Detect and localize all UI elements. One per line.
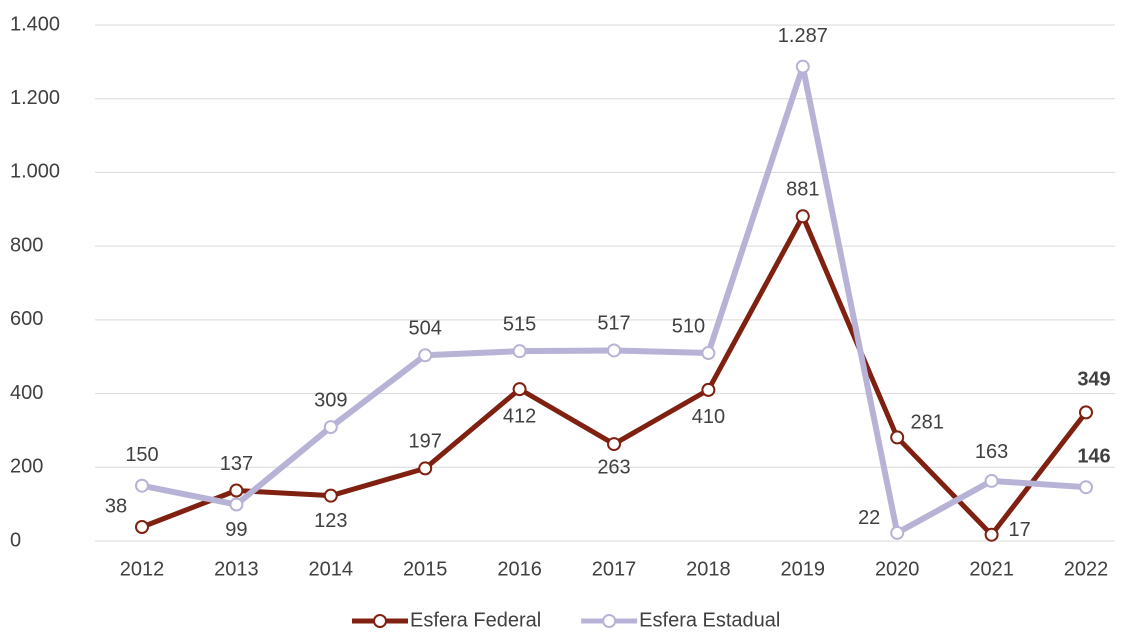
- x-tick-label: 2015: [403, 558, 448, 580]
- x-tick-label: 2016: [497, 558, 542, 580]
- data-label: 510: [672, 315, 705, 337]
- point-marker: [1079, 480, 1093, 495]
- series-line: [141, 213, 1088, 538]
- point-marker: [890, 430, 905, 445]
- data-label: 137: [220, 453, 253, 475]
- data-label: 881: [786, 179, 819, 201]
- y-tick-label: 800: [10, 234, 43, 256]
- data-label: 99: [225, 519, 247, 541]
- x-tick-label: 2020: [875, 558, 920, 580]
- x-tick-label: 2021: [969, 558, 1014, 580]
- x-tick-label: 2017: [592, 558, 637, 580]
- x-tick-label: 2022: [1064, 558, 1109, 580]
- point-marker: [135, 478, 149, 493]
- x-tick-label: 2013: [214, 558, 259, 580]
- point-marker: [701, 382, 716, 397]
- data-label: 309: [314, 389, 347, 411]
- data-label: 163: [975, 441, 1008, 463]
- legend-label: Esfera Federal: [410, 609, 541, 631]
- data-label: 197: [409, 431, 442, 453]
- data-label: 517: [597, 313, 630, 335]
- point-marker: [607, 343, 621, 358]
- point-marker: [512, 382, 527, 397]
- y-tick-label: 200: [10, 456, 43, 478]
- data-label: 349: [1077, 369, 1110, 391]
- data-label: 150: [125, 444, 158, 466]
- point-marker: [890, 525, 905, 540]
- data-label: 146: [1077, 445, 1110, 467]
- point-marker: [418, 348, 433, 363]
- point-marker: [323, 488, 338, 503]
- legend-marker: [373, 614, 387, 628]
- data-label: 123: [314, 510, 347, 532]
- point-marker: [229, 483, 244, 498]
- x-tick-label: 2014: [309, 558, 354, 580]
- y-tick-label: 1.000: [10, 161, 60, 183]
- point-marker: [607, 437, 621, 452]
- data-label: 1.287: [778, 25, 828, 47]
- point-marker: [984, 527, 999, 542]
- data-label: 38: [105, 495, 127, 517]
- x-tick-label: 2019: [781, 558, 826, 580]
- data-label: 515: [503, 313, 536, 335]
- data-label: 17: [1008, 519, 1030, 541]
- point-marker: [795, 209, 810, 224]
- y-tick-label: 600: [10, 308, 43, 330]
- x-tick-label: 2012: [120, 558, 165, 580]
- data-label: 22: [858, 507, 880, 529]
- y-tick-label: 400: [10, 382, 43, 404]
- legend-marker: [602, 614, 617, 628]
- point-marker: [418, 461, 433, 476]
- data-label: 412: [503, 405, 536, 427]
- point-marker: [1079, 405, 1093, 420]
- point-marker: [512, 344, 527, 359]
- point-marker: [984, 473, 999, 488]
- point-marker: [229, 497, 244, 512]
- legend-label: Esfera Estadual: [639, 609, 780, 631]
- point-marker: [795, 59, 810, 74]
- y-tick-label: 1.400: [10, 13, 60, 35]
- point-marker: [135, 519, 149, 534]
- y-tick-label: 1.200: [10, 87, 60, 109]
- data-label: 263: [597, 456, 630, 478]
- point-marker: [701, 346, 716, 361]
- point-marker: [323, 420, 338, 435]
- data-label: 504: [409, 318, 442, 340]
- data-label: 410: [692, 406, 725, 428]
- y-tick-label: 0: [10, 529, 21, 551]
- data-label: 281: [911, 412, 944, 434]
- x-tick-label: 2018: [686, 558, 731, 580]
